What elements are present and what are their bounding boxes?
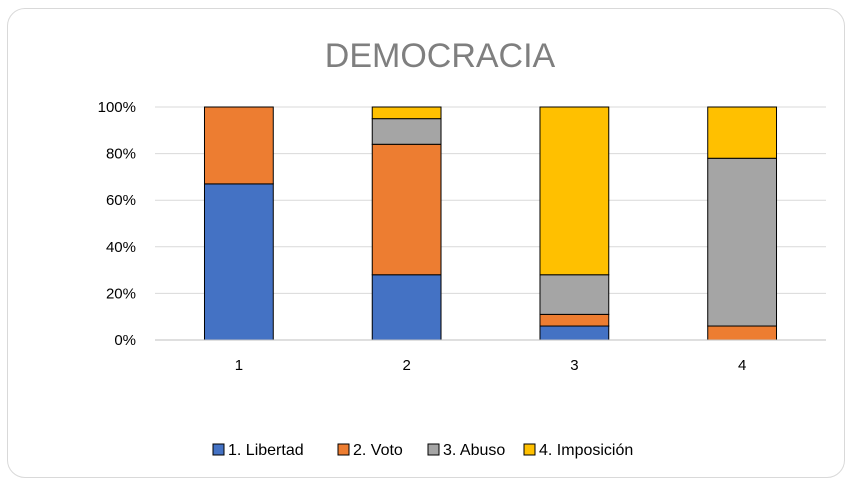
legend-swatch <box>212 443 225 456</box>
bar-segment <box>539 313 610 327</box>
legend-label: 4. Imposición <box>539 442 633 459</box>
legend-swatch <box>523 443 536 456</box>
bar-segment <box>707 157 778 327</box>
legend-swatch <box>427 443 440 456</box>
bar-segment <box>203 106 274 185</box>
bar-segment <box>539 274 610 315</box>
axes: 0% 20% 40% 60% 80% 100% 1 2 3 4 <box>98 99 826 374</box>
legend: 1. Libertad 2. Voto 3. Abuso 4. Imposición <box>212 442 633 459</box>
x-tick-label: 3 <box>570 357 578 374</box>
bar-segment <box>707 106 778 159</box>
y-tick-label: 20% <box>106 285 136 302</box>
bar-segment <box>371 274 442 341</box>
bar-segment <box>539 325 610 341</box>
x-tick-label: 2 <box>402 357 410 374</box>
legend-swatch <box>337 443 350 456</box>
y-tick-label: 0% <box>114 332 136 349</box>
bars <box>203 106 778 341</box>
x-tick-label: 4 <box>738 357 746 374</box>
y-tick-label: 40% <box>106 239 136 256</box>
bar-segment <box>371 106 442 120</box>
bar-segment <box>371 143 442 276</box>
bar-segment <box>539 106 610 276</box>
y-tick-label: 80% <box>106 146 136 163</box>
legend-label: 3. Abuso <box>443 442 505 459</box>
y-tick-label: 100% <box>98 99 136 116</box>
legend-label: 2. Voto <box>353 442 403 459</box>
chart-title: DEMOCRACIA <box>325 37 556 75</box>
bar-segment <box>707 325 778 341</box>
legend-label: 1. Libertad <box>228 442 304 459</box>
y-tick-label: 60% <box>106 192 136 209</box>
bar-segment <box>371 118 442 145</box>
x-tick-label: 1 <box>235 357 243 374</box>
bar-segment <box>203 183 274 341</box>
